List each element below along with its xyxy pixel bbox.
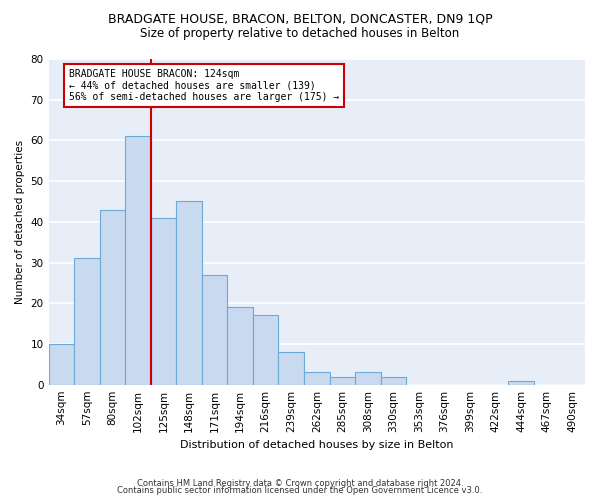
Bar bbox=[151, 218, 176, 384]
Bar bbox=[355, 372, 380, 384]
Bar bbox=[202, 275, 227, 384]
Bar bbox=[125, 136, 151, 384]
Bar bbox=[227, 308, 253, 384]
Bar bbox=[508, 380, 534, 384]
Bar bbox=[49, 344, 74, 385]
Text: Contains public sector information licensed under the Open Government Licence v3: Contains public sector information licen… bbox=[118, 486, 482, 495]
Bar bbox=[329, 376, 355, 384]
Bar bbox=[380, 376, 406, 384]
Text: BRADGATE HOUSE, BRACON, BELTON, DONCASTER, DN9 1QP: BRADGATE HOUSE, BRACON, BELTON, DONCASTE… bbox=[107, 12, 493, 26]
Y-axis label: Number of detached properties: Number of detached properties bbox=[15, 140, 25, 304]
Bar bbox=[100, 210, 125, 384]
Bar bbox=[253, 316, 278, 384]
Bar bbox=[304, 372, 329, 384]
Bar bbox=[176, 202, 202, 384]
X-axis label: Distribution of detached houses by size in Belton: Distribution of detached houses by size … bbox=[180, 440, 454, 450]
Bar bbox=[74, 258, 100, 384]
Text: Contains HM Land Registry data © Crown copyright and database right 2024.: Contains HM Land Registry data © Crown c… bbox=[137, 478, 463, 488]
Bar bbox=[278, 352, 304, 384]
Text: BRADGATE HOUSE BRACON: 124sqm
← 44% of detached houses are smaller (139)
56% of : BRADGATE HOUSE BRACON: 124sqm ← 44% of d… bbox=[69, 69, 339, 102]
Text: Size of property relative to detached houses in Belton: Size of property relative to detached ho… bbox=[140, 28, 460, 40]
